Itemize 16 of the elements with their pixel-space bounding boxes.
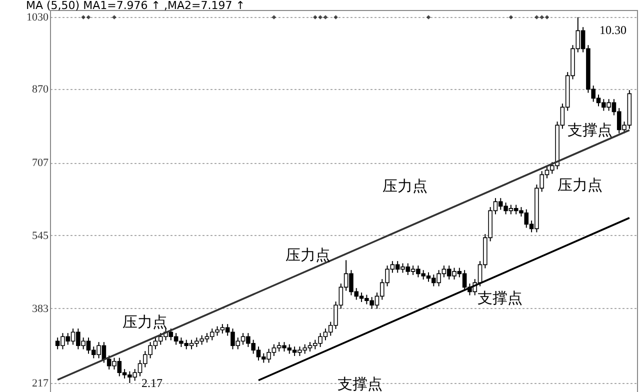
annotation: 支撑点 [478, 290, 522, 307]
annotation: 压力点 [122, 314, 168, 331]
y-tick-label: 217 [32, 378, 49, 390]
y-tick-label: 545 [32, 230, 49, 242]
chart-title: MA (5,50) MA1=7.976 ↑ ,MA2=7.197 ↑ [26, 0, 245, 12]
annotation: 压力点 [558, 177, 602, 194]
annotation: 2.17 [142, 376, 162, 390]
annotation: 支撑点 [568, 122, 612, 139]
annotation: 支撑点 [338, 376, 382, 392]
y-tick-label: 707 [32, 157, 49, 170]
y-tick-label: 870 [32, 84, 49, 96]
y-tick-label: 383 [32, 302, 49, 315]
annotation: 压力点 [286, 247, 330, 264]
annotation: 10.30 [600, 23, 626, 37]
y-tick-label: 1030 [26, 12, 49, 24]
annotation: 压力点 [382, 178, 428, 195]
